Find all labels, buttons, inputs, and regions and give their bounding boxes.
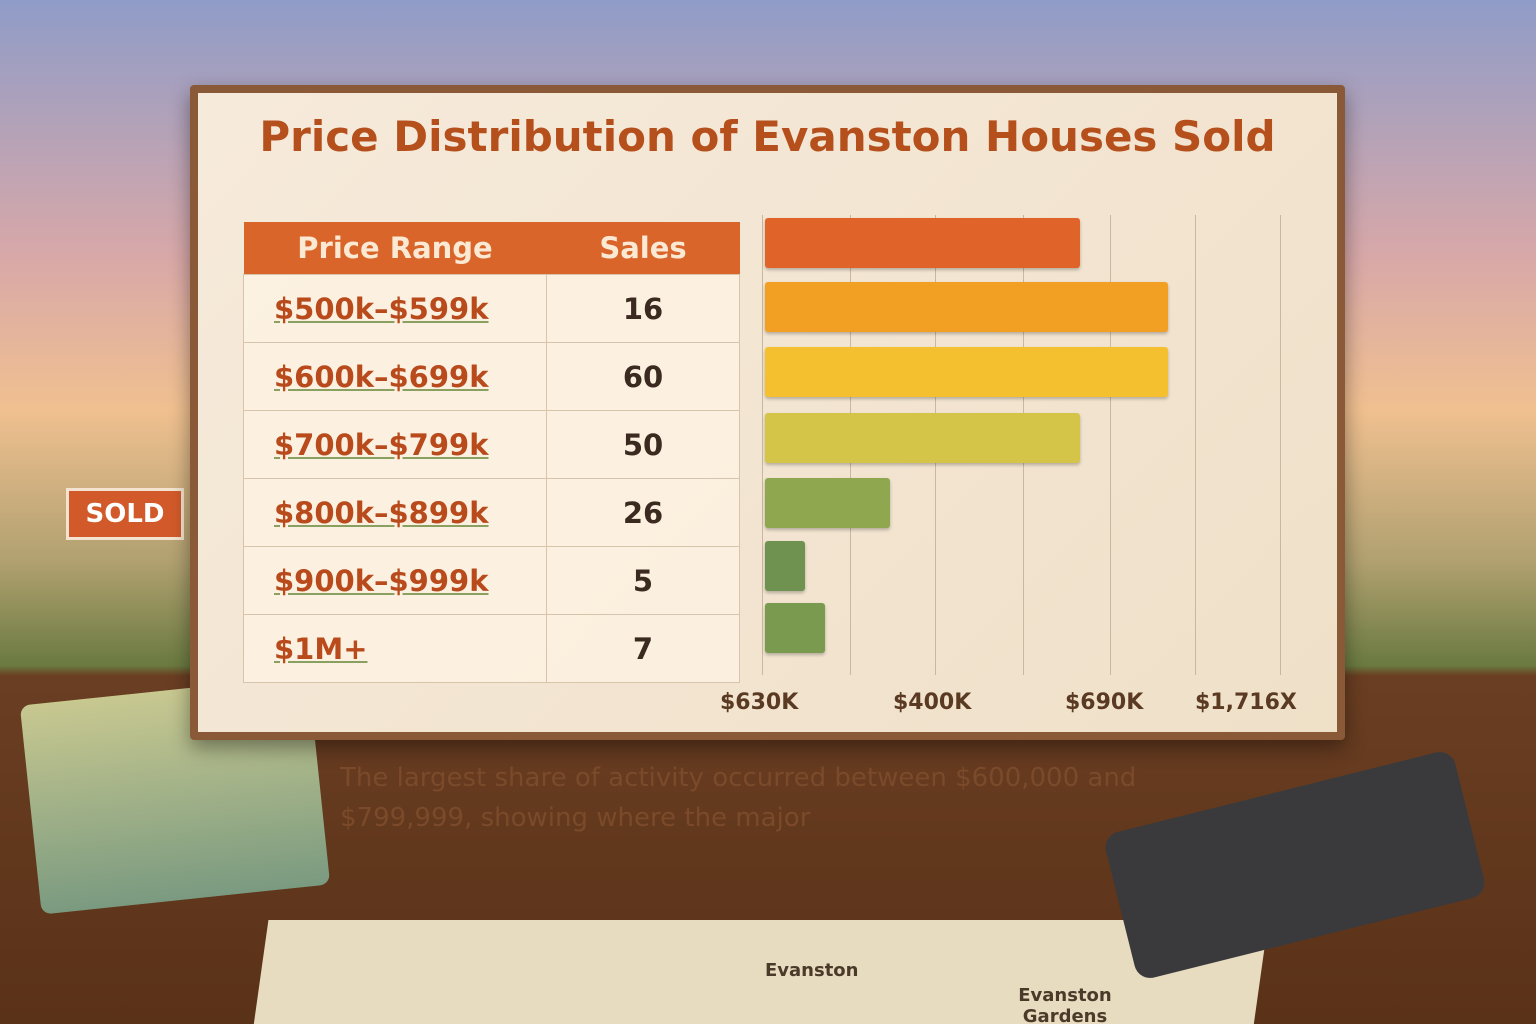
axis-label: $1,716X [1195, 690, 1297, 715]
table-row: $900k–$999k 5 [243, 546, 740, 615]
grid-line [762, 215, 763, 675]
price-range: $600k–$699k [243, 342, 547, 411]
caption: The largest share of activity occurred b… [340, 763, 1137, 833]
axis-label: $630K [720, 690, 799, 715]
column-header: Price Range [243, 222, 547, 275]
sales-count: 5 [546, 546, 740, 615]
table-row: $700k–$799k 50 [243, 410, 740, 479]
sales-count: 7 [546, 614, 740, 683]
table-row: $1M+ 7 [243, 614, 740, 683]
bar [765, 347, 1168, 397]
bar [765, 218, 1080, 268]
price-range: $700k–$799k [243, 410, 547, 479]
price-range: $1M+ [243, 614, 547, 683]
grid-line [1195, 215, 1196, 675]
bar [765, 478, 890, 528]
bar [765, 541, 805, 591]
price-range: $500k–$599k [243, 274, 547, 343]
axis-label: $690K [1065, 690, 1144, 715]
title: Price Distribution of Evanston Houses So… [259, 112, 1276, 161]
price-table: Price Range Sales $500k–$599k 16 $600k–$69… [243, 222, 740, 683]
price-range: $900k–$999k [243, 546, 547, 615]
sales-count: 26 [546, 478, 740, 547]
table-row: $600k–$699k 60 [243, 342, 740, 411]
axis-label: $400K [893, 690, 972, 715]
column-header: Sales [546, 222, 740, 275]
sales-count: 50 [546, 410, 740, 479]
sold-sign: SOLD [66, 488, 184, 540]
bar [765, 603, 825, 653]
sales-count: 16 [546, 274, 740, 343]
grid-line [1280, 215, 1281, 675]
price-range: $800k–$899k [243, 478, 547, 547]
bar [765, 413, 1080, 463]
map-label: Evanston Gardens [1018, 985, 1112, 1024]
map-label: Evanston [765, 960, 859, 981]
sales-count: 60 [546, 342, 740, 411]
grid-line [1110, 215, 1111, 675]
table-row: $500k–$599k 16 [243, 274, 740, 343]
bar [765, 282, 1168, 332]
table-row: $800k–$899k 26 [243, 478, 740, 547]
